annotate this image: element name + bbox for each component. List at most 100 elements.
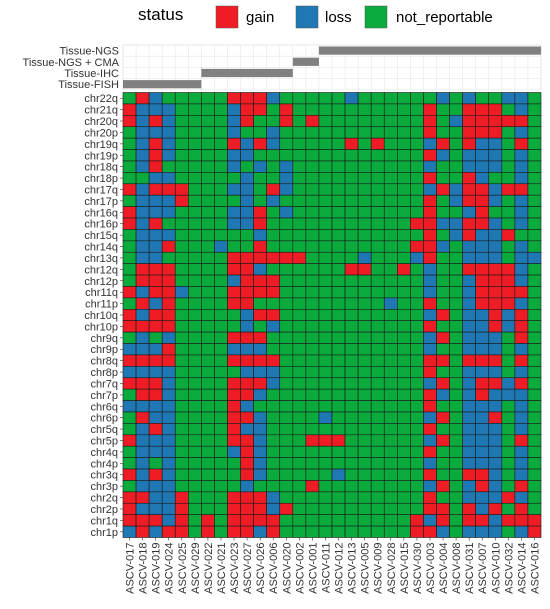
heatmap-cell [501, 263, 516, 276]
heatmap-cell [122, 286, 137, 299]
heatmap-cell [331, 525, 346, 538]
heatmap-cell [188, 320, 202, 333]
heatmap-cell [227, 320, 241, 333]
heatmap-cell [148, 400, 163, 413]
heatmap-cell [161, 491, 176, 504]
heatmap-cell [148, 274, 163, 287]
heatmap-cell [397, 115, 411, 128]
heatmap-cell [279, 172, 294, 185]
heatmap-cell [475, 354, 490, 367]
heatmap-cell [501, 240, 516, 253]
heatmap-cell [201, 172, 215, 185]
heatmap-cell [410, 331, 424, 344]
column-label: ASCV-005 [360, 543, 372, 594]
heatmap-cell [174, 525, 189, 538]
heatmap-cell [449, 160, 463, 173]
heatmap-cell [357, 229, 372, 242]
heatmap-cell [423, 149, 437, 162]
heatmap-cell [475, 445, 490, 458]
heatmap-cell [161, 115, 176, 128]
heatmap-cell [475, 172, 490, 185]
heatmap-cell [201, 240, 215, 253]
heatmap-cell [135, 308, 150, 322]
heatmap-cell [488, 468, 503, 481]
row-label: chr2q [90, 493, 118, 505]
heatmap-cell [188, 229, 202, 242]
heatmap-cell [266, 457, 281, 470]
heatmap-cell [383, 354, 398, 367]
heatmap-cell [397, 251, 411, 264]
heatmap-cell [292, 92, 307, 105]
heatmap-cell [174, 240, 189, 253]
heatmap-cell [527, 377, 542, 390]
heatmap-cell [305, 468, 320, 481]
heatmap-cell [201, 354, 215, 367]
heatmap-cell [488, 525, 503, 538]
heatmap-cell [501, 137, 516, 150]
heatmap-cell [240, 320, 254, 333]
heatmap-cell [344, 92, 359, 105]
annotation-label: Tissue-NGS + CMA [23, 57, 120, 69]
heatmap-cell [279, 411, 294, 424]
heatmap-cell [514, 308, 529, 322]
heatmap-cell [344, 343, 359, 356]
heatmap-cell [527, 525, 542, 538]
heatmap-cell [188, 377, 202, 390]
heatmap-cell [344, 514, 359, 527]
heatmap-cell [357, 103, 372, 116]
heatmap-cell [305, 297, 320, 310]
heatmap-cell [174, 468, 189, 481]
heatmap-cell [214, 434, 228, 447]
heatmap-cell [122, 343, 137, 356]
heatmap-cell [161, 354, 176, 367]
heatmap-cell [357, 274, 372, 287]
heatmap-cell [148, 206, 163, 219]
heatmap-cell [488, 457, 503, 470]
heatmap-cell [305, 137, 320, 150]
heatmap-cell [148, 92, 163, 105]
column-label: ASCV-023 [229, 543, 241, 594]
heatmap-cell [122, 126, 137, 139]
heatmap-cell [201, 388, 215, 401]
heatmap-cell [475, 468, 490, 481]
heatmap-cell [423, 217, 437, 230]
heatmap-cell [423, 411, 437, 424]
heatmap-cell [449, 377, 463, 390]
heatmap-cell [436, 343, 450, 356]
heatmap-cell [240, 240, 254, 253]
heatmap-cell [201, 274, 215, 287]
heatmap-cell [344, 229, 359, 242]
heatmap-cell [122, 377, 137, 390]
heatmap-cell [201, 514, 215, 527]
heatmap-cell [436, 514, 450, 527]
heatmap-cell [135, 491, 150, 504]
heatmap-cell [527, 320, 542, 333]
heatmap-cell [201, 343, 215, 356]
heatmap-cell [279, 502, 294, 515]
heatmap-cell [370, 468, 385, 481]
heatmap-cell [174, 457, 189, 470]
heatmap-cell [188, 126, 202, 139]
heatmap-cell [449, 400, 463, 413]
heatmap-cell [201, 423, 215, 436]
heatmap-cell [266, 514, 281, 527]
heatmap-cell [344, 377, 359, 390]
heatmap-cell [135, 92, 150, 105]
column-label: ASCV-003 [425, 543, 437, 594]
heatmap-cell [253, 103, 267, 116]
heatmap-cell [188, 149, 202, 162]
heatmap-cell [174, 286, 189, 299]
heatmap-cell [527, 457, 542, 470]
heatmap-cell [227, 115, 241, 128]
heatmap-cell [214, 240, 228, 253]
heatmap-cell [527, 286, 542, 299]
heatmap-cell [501, 457, 516, 470]
heatmap-cell [279, 514, 294, 527]
column-label: ASCV-018 [138, 543, 150, 594]
heatmap-cell [436, 115, 450, 128]
heatmap-cell [148, 411, 163, 424]
heatmap-cell [410, 480, 424, 493]
heatmap-cell [331, 445, 346, 458]
heatmap-cell [462, 377, 476, 390]
heatmap-cell [514, 137, 529, 150]
